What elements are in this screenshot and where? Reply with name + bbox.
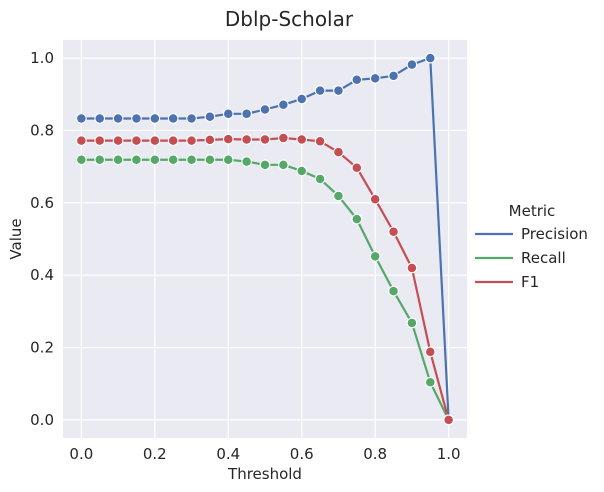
data-point-precision (351, 74, 363, 86)
gridlines (63, 40, 467, 438)
data-point-precision (333, 85, 344, 97)
data-point-recall (76, 154, 87, 166)
data-point-f1 (167, 135, 179, 146)
data-point-precision (278, 99, 289, 111)
legend-label-precision: Precision (521, 225, 588, 243)
data-point-precision (222, 108, 234, 120)
data-point-f1 (204, 134, 216, 146)
data-point-recall (241, 156, 252, 167)
data-point-recall (112, 154, 124, 166)
data-point-f1 (424, 346, 436, 358)
x-axis-label: Threshold (227, 465, 302, 483)
series-layer (76, 52, 454, 426)
data-point-recall (167, 154, 179, 166)
legend-items: Precision Recall F1 (475, 225, 588, 291)
data-point-f1 (278, 132, 289, 144)
legend-title: Metric (509, 202, 556, 220)
data-point-precision (369, 73, 381, 84)
data-point-precision (76, 113, 87, 124)
data-point-f1 (388, 226, 399, 238)
data-point-f1 (76, 135, 87, 146)
data-point-recall (204, 154, 216, 166)
data-point-recall (186, 154, 197, 166)
data-point-precision (314, 85, 326, 97)
y-tick-labels: 0.0 0.2 0.4 0.6 0.8 1.0 (30, 49, 54, 429)
data-point-f1 (314, 135, 326, 147)
data-point-f1 (149, 135, 161, 146)
data-point-precision (388, 70, 399, 82)
x-tick-label: 0.0 (69, 445, 93, 463)
chart-title: Dblp-Scholar (225, 7, 354, 31)
data-point-precision (131, 113, 142, 124)
data-point-precision (424, 52, 436, 64)
x-tick-label: 0.4 (216, 445, 240, 463)
data-point-recall (351, 213, 363, 225)
y-tick-label: 1.0 (30, 49, 54, 67)
data-point-precision (186, 113, 197, 124)
data-point-recall (424, 376, 436, 388)
data-point-recall (333, 190, 344, 202)
y-tick-label: 0.2 (30, 339, 54, 357)
data-point-f1 (131, 135, 142, 146)
data-point-recall (278, 159, 289, 171)
data-point-f1 (406, 262, 418, 274)
y-tick-label: 0.6 (30, 194, 54, 212)
data-point-f1 (333, 146, 344, 158)
x-tick-labels: 0.0 0.2 0.4 0.6 0.8 1.0 (69, 445, 460, 463)
data-point-f1 (222, 133, 234, 145)
legend-label-recall: Recall (521, 249, 566, 267)
data-point-recall (314, 173, 326, 185)
y-axis-label: Value (7, 218, 25, 259)
legend-label-f1: F1 (521, 273, 539, 291)
data-point-f1 (241, 134, 252, 145)
data-point-precision (259, 104, 271, 115)
data-point-f1 (94, 135, 106, 146)
data-point-f1 (351, 162, 363, 174)
data-point-recall (222, 154, 234, 166)
data-point-recall (369, 251, 381, 262)
data-point-precision (204, 111, 216, 123)
data-point-precision (112, 113, 124, 124)
data-point-f1 (296, 134, 308, 145)
data-point-recall (388, 285, 399, 297)
data-point-precision (406, 59, 418, 70)
data-point-recall (131, 154, 142, 166)
data-point-f1 (112, 135, 124, 146)
data-point-precision (296, 93, 308, 105)
data-point-precision (149, 113, 161, 124)
data-point-precision (241, 108, 252, 120)
data-point-recall (296, 165, 308, 177)
data-point-f1 (186, 135, 197, 146)
x-tick-label: 0.6 (290, 445, 314, 463)
data-point-f1 (259, 134, 271, 145)
data-point-recall (259, 159, 271, 171)
data-point-precision (167, 113, 179, 124)
data-point-recall (149, 154, 161, 166)
legend: Metric Precision Recall F1 (475, 202, 588, 291)
data-point-f1 (369, 193, 381, 205)
x-tick-label: 0.8 (363, 445, 387, 463)
plot-area (63, 40, 467, 438)
x-tick-label: 0.2 (143, 445, 167, 463)
data-point-precision (94, 113, 106, 124)
y-tick-label: 0.4 (30, 266, 54, 284)
data-point-recall (94, 154, 106, 166)
y-tick-label: 0.8 (30, 121, 54, 139)
x-tick-label: 1.0 (437, 445, 461, 463)
data-point-f1 (443, 414, 454, 426)
y-tick-label: 0.0 (30, 411, 54, 429)
data-point-recall (406, 317, 418, 329)
